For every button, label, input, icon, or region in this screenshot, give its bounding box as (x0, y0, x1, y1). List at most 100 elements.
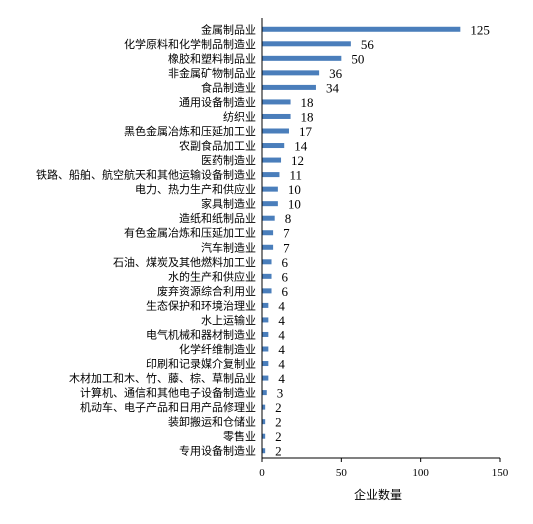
category-label: 铁路、船舶、航空航天和其他运输设备制造业 (36, 168, 256, 182)
category-label: 造纸和纸制品业 (179, 211, 256, 225)
category-label: 水上运输业 (201, 313, 256, 327)
category-label: 化学纤维制造业 (179, 342, 256, 356)
value-label: 36 (329, 66, 343, 81)
category-label: 通用设备制造业 (179, 95, 256, 109)
bar (262, 259, 272, 265)
value-labels-group: 1255650363418181714121110108776664444443… (275, 22, 490, 458)
category-label: 黑色金属冶炼和压延加工业 (124, 124, 256, 138)
bar (262, 419, 266, 425)
value-label: 50 (351, 51, 364, 66)
value-label: 3 (277, 386, 284, 401)
value-label: 34 (326, 80, 340, 95)
value-label: 6 (282, 255, 289, 270)
bar (262, 448, 266, 454)
value-label: 8 (285, 211, 292, 226)
value-label: 6 (282, 269, 289, 284)
category-label: 废弃资源综合利用业 (157, 284, 256, 298)
category-label: 专用设备制造业 (179, 444, 256, 458)
bar (262, 186, 278, 192)
bar (262, 302, 269, 308)
bar (262, 331, 269, 337)
value-label: 18 (301, 109, 314, 124)
value-label: 125 (470, 22, 490, 37)
value-label: 12 (291, 153, 304, 168)
category-label: 有色金属冶炼和压延加工业 (124, 226, 256, 240)
bar (262, 433, 266, 439)
bar (262, 113, 291, 119)
bar (262, 361, 269, 367)
category-label: 计算机、通信和其他电子设备制造业 (80, 386, 256, 400)
bar (262, 273, 272, 279)
value-label: 18 (301, 95, 314, 110)
category-labels-group: 金属制品业化学原料和化学制品制造业橡胶和塑料制品业非金属矿物制品业食品制造业通用… (36, 22, 256, 457)
value-label: 4 (278, 371, 285, 386)
value-label: 56 (361, 37, 375, 52)
category-label: 木材加工和木、竹、藤、棕、草制品业 (69, 371, 256, 385)
x-tick-label: 0 (259, 467, 265, 479)
bar (262, 84, 316, 90)
value-label: 10 (288, 197, 301, 212)
category-label: 化学原料和化学制品制造业 (124, 37, 256, 51)
bars-group (262, 26, 461, 454)
value-label: 4 (278, 298, 285, 313)
x-tick-label: 100 (412, 467, 429, 479)
value-label: 11 (289, 168, 302, 183)
value-label: 7 (283, 226, 290, 241)
bar (262, 404, 266, 410)
value-label: 4 (278, 342, 285, 357)
value-label: 4 (278, 313, 285, 328)
bar (262, 230, 274, 236)
value-label: 6 (282, 284, 289, 299)
bar (262, 172, 280, 178)
bar (262, 288, 272, 294)
category-label: 食品制造业 (201, 80, 256, 94)
x-axis-label: 企业数量 (354, 487, 402, 502)
category-label: 家具制造业 (201, 197, 256, 211)
x-ticks-group: 0 50 100 150 (259, 458, 509, 479)
value-label: 10 (288, 182, 301, 197)
bar (262, 143, 285, 149)
value-label: 2 (275, 400, 282, 415)
category-label: 纺织业 (223, 109, 256, 123)
bar (262, 201, 278, 207)
bar (262, 99, 291, 105)
value-label: 2 (275, 444, 282, 459)
category-label: 汽车制造业 (201, 240, 256, 254)
bar (262, 375, 269, 381)
value-label: 14 (294, 139, 308, 154)
category-label: 电力、热力生产和供应业 (135, 182, 256, 196)
category-label: 医药制造业 (201, 153, 256, 167)
category-label: 农副食品加工业 (179, 139, 256, 153)
value-label: 2 (275, 429, 282, 444)
bar (262, 215, 275, 221)
category-label: 橡胶和塑料制品业 (168, 51, 256, 65)
category-label: 水的生产和供应业 (168, 269, 256, 283)
value-label: 7 (283, 240, 290, 255)
category-label: 机动车、电子产品和日用产品修理业 (80, 400, 256, 414)
bar (262, 55, 342, 61)
x-tick-label: 50 (336, 467, 348, 479)
category-label: 金属制品业 (201, 22, 256, 36)
bar (262, 70, 320, 76)
bar (262, 41, 351, 47)
value-label: 2 (275, 415, 282, 430)
bar (262, 128, 289, 134)
category-label: 非金属矿物制品业 (168, 66, 256, 80)
category-label: 印刷和记录媒介复制业 (146, 357, 256, 371)
bar (262, 244, 274, 250)
category-label: 石油、煤炭及其他燃料加工业 (113, 255, 256, 269)
bar (262, 157, 282, 163)
category-label: 生态保护和环境治理业 (146, 298, 256, 312)
value-label: 17 (299, 124, 313, 139)
x-tick-label: 150 (492, 467, 509, 479)
category-label: 零售业 (223, 429, 256, 443)
bar (262, 317, 269, 323)
bar (262, 26, 461, 32)
bar (262, 346, 269, 352)
category-label: 装卸搬运和仓储业 (168, 415, 256, 429)
category-label: 电气机械和器材制造业 (146, 327, 256, 341)
value-label: 4 (278, 357, 285, 372)
value-label: 4 (278, 327, 285, 342)
bar (262, 390, 267, 396)
